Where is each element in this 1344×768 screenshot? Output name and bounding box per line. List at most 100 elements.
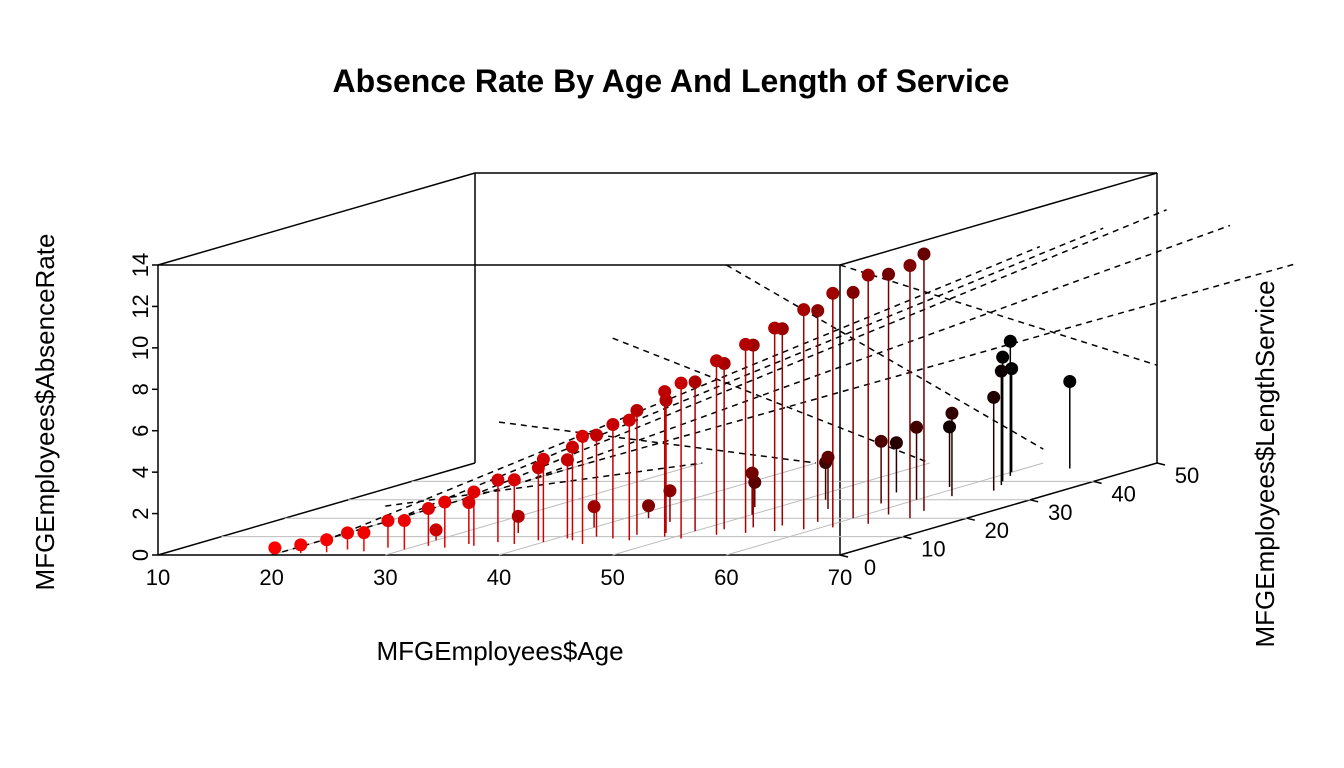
data-point bbox=[462, 496, 476, 510]
plane-grid-line bbox=[334, 245, 1041, 538]
x-tick-label: 10 bbox=[146, 565, 170, 590]
data-point bbox=[943, 420, 957, 434]
plane-grid-line bbox=[612, 337, 930, 464]
data-point bbox=[768, 321, 782, 335]
x-tick-label: 20 bbox=[259, 565, 283, 590]
z-tick-label: 2 bbox=[128, 507, 153, 519]
box-edge bbox=[157, 462, 476, 556]
data-point bbox=[739, 337, 753, 351]
data-point bbox=[536, 452, 550, 466]
data-point bbox=[491, 473, 505, 487]
data-point bbox=[987, 390, 1001, 404]
floor-grid-line bbox=[726, 462, 1044, 556]
data-point bbox=[910, 420, 924, 434]
data-point bbox=[1005, 362, 1019, 376]
y-tick-label: 30 bbox=[1048, 500, 1072, 525]
data-point bbox=[294, 538, 308, 552]
data-point bbox=[861, 268, 875, 282]
data-point bbox=[811, 304, 825, 318]
plane-grid-line bbox=[839, 264, 1158, 366]
data-point bbox=[797, 303, 811, 317]
floor-grid-line bbox=[612, 462, 930, 556]
z-tick-label: 12 bbox=[128, 294, 153, 318]
data-point bbox=[397, 513, 411, 527]
data-point bbox=[710, 354, 724, 368]
data-point bbox=[565, 440, 579, 454]
plane-grid-line bbox=[525, 224, 1231, 483]
plane-grid-line bbox=[588, 263, 1294, 464]
data-point bbox=[642, 499, 656, 513]
z-axis-ticks: 0 2 4 6 8 10 12 14 bbox=[128, 253, 158, 561]
data-point bbox=[560, 453, 574, 467]
data-point bbox=[622, 413, 636, 427]
data-point bbox=[994, 364, 1008, 378]
x-axis-label: MFGEmployees$Age bbox=[376, 636, 623, 666]
data-point bbox=[630, 403, 644, 417]
y-tick-label: 40 bbox=[1111, 481, 1135, 506]
data-point bbox=[587, 500, 601, 514]
data-points bbox=[268, 247, 1077, 555]
data-point bbox=[576, 429, 590, 443]
plane-grid-line bbox=[498, 421, 817, 464]
data-point bbox=[846, 285, 860, 299]
data-point bbox=[320, 533, 334, 547]
y-tick-mark bbox=[839, 554, 849, 558]
y-tick-mark bbox=[1030, 499, 1039, 503]
data-point bbox=[826, 286, 840, 300]
data-point bbox=[268, 541, 282, 555]
y-tick-mark bbox=[1156, 462, 1166, 466]
x-tick-label: 70 bbox=[828, 565, 852, 590]
data-point bbox=[606, 418, 620, 432]
box-edge bbox=[839, 172, 1158, 266]
data-point bbox=[882, 267, 896, 281]
data-point bbox=[467, 485, 481, 499]
data-point bbox=[421, 502, 435, 516]
y-tick-label: 20 bbox=[985, 518, 1009, 543]
z-tick-label: 10 bbox=[128, 336, 153, 360]
data-point bbox=[357, 526, 371, 540]
y-tick-label: 10 bbox=[921, 537, 945, 562]
floor-grid-line bbox=[498, 462, 817, 556]
y-tick-label: 0 bbox=[864, 555, 876, 580]
x-tick-label: 30 bbox=[373, 565, 397, 590]
data-point bbox=[341, 526, 355, 540]
data-point bbox=[1003, 334, 1017, 348]
data-point bbox=[889, 436, 903, 450]
data-point bbox=[745, 466, 759, 480]
data-point bbox=[996, 350, 1010, 364]
data-point bbox=[688, 375, 702, 389]
data-point bbox=[429, 523, 443, 537]
z-tick-label: 8 bbox=[128, 383, 153, 395]
z-tick-label: 14 bbox=[128, 253, 153, 277]
y-tick-label: 50 bbox=[1175, 463, 1199, 488]
x-tick-label: 60 bbox=[714, 565, 738, 590]
data-point bbox=[874, 434, 888, 448]
z-tick-label: 0 bbox=[128, 549, 153, 561]
y-axis-ticks: 0 10 20 30 40 50 bbox=[839, 462, 1199, 580]
x-tick-label: 40 bbox=[487, 565, 511, 590]
plane-grid-line bbox=[725, 264, 1044, 450]
data-point bbox=[674, 376, 688, 390]
box-edge bbox=[839, 462, 1158, 556]
chart-title: Absence Rate By Age And Length of Servic… bbox=[333, 63, 1010, 99]
y-axis-label: MFGEmployees$LengthService bbox=[1250, 280, 1280, 647]
data-point bbox=[945, 406, 959, 420]
y-tick-mark bbox=[966, 517, 975, 521]
box-edge bbox=[157, 172, 476, 266]
data-point bbox=[438, 495, 452, 509]
data-point bbox=[658, 385, 672, 399]
z-tick-label: 6 bbox=[128, 425, 153, 437]
data-point bbox=[590, 428, 603, 442]
data-point bbox=[663, 484, 677, 498]
data-point bbox=[507, 473, 521, 487]
data-point bbox=[917, 247, 931, 261]
data-point bbox=[821, 450, 835, 464]
data-point bbox=[381, 514, 395, 528]
z-axis-label: MFGEmployees$AbsenceRate bbox=[30, 234, 60, 591]
x-axis-ticks: 10 20 30 40 50 60 70 bbox=[146, 565, 852, 590]
drop-lines bbox=[274, 253, 1071, 555]
y-tick-mark bbox=[903, 535, 912, 540]
data-point bbox=[511, 509, 525, 523]
data-point bbox=[903, 258, 917, 272]
